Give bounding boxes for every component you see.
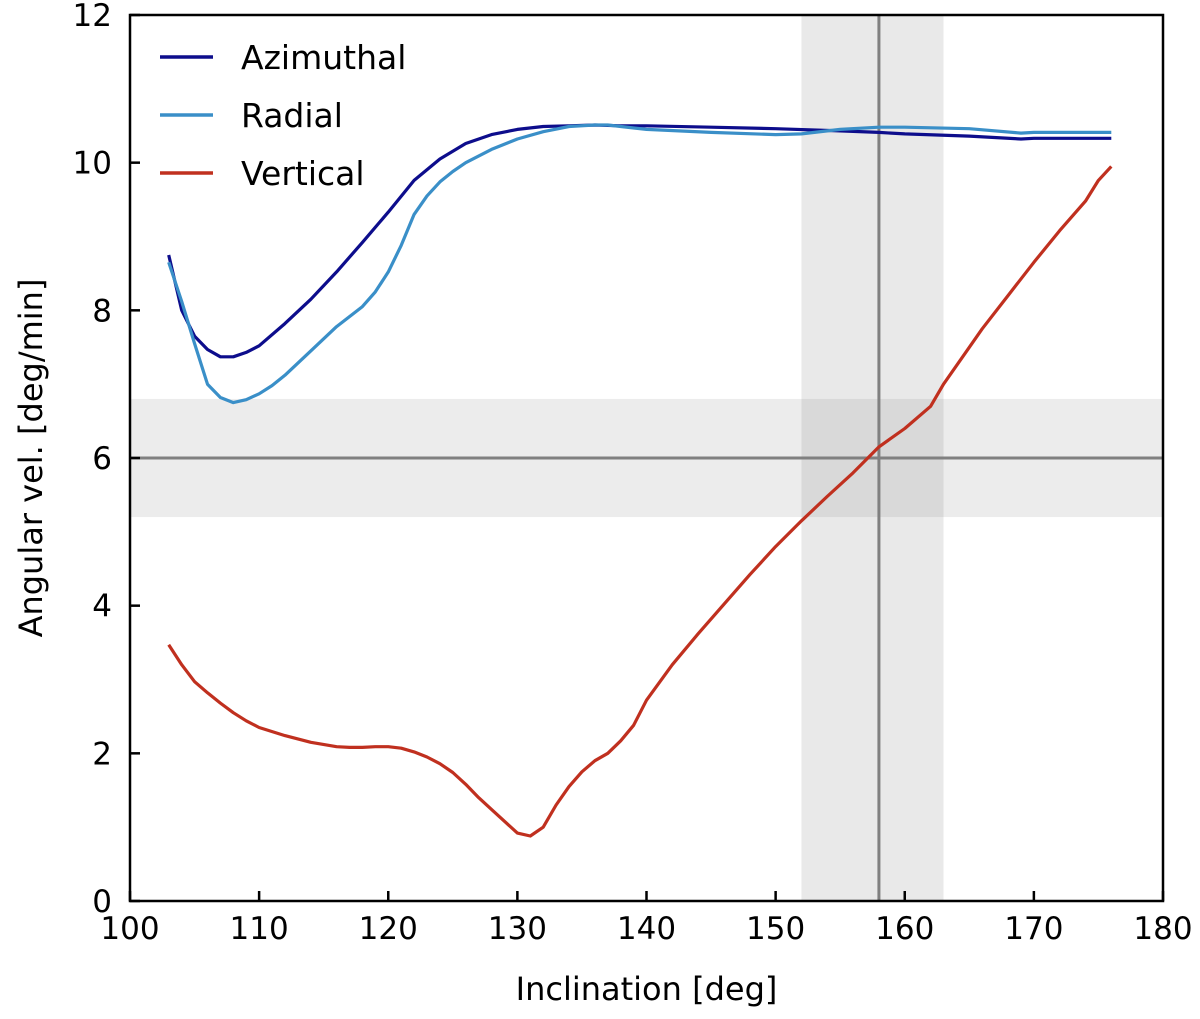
- y-tick-label: 0: [92, 884, 112, 920]
- x-tick-label: 130: [488, 911, 547, 947]
- legend-label-radial: Radial: [241, 96, 343, 135]
- y-axis-label: Angular vel. [deg/min]: [12, 279, 50, 638]
- legend: Azimuthal Radial Vertical: [160, 38, 406, 193]
- x-tick-label: 170: [1004, 911, 1063, 947]
- reference-lines: [130, 15, 1163, 901]
- series-line-radial: [167, 123, 1112, 405]
- series-line-vertical: [167, 165, 1113, 838]
- x-tick-label: 160: [875, 911, 934, 947]
- x-axis-label: Inclination [deg]: [516, 970, 778, 1008]
- y-tick-label: 12: [73, 0, 112, 34]
- x-tick-label: 120: [359, 911, 418, 947]
- y-tick-label: 2: [92, 736, 112, 772]
- axis-ticks: 100 110 120 130 140 150 160 170 180 0 2 4 6 8 10 12: [73, 0, 1193, 947]
- y-tick-label: 4: [92, 589, 112, 625]
- y-tick-label: 10: [73, 146, 112, 182]
- x-tick-label: 150: [746, 911, 805, 947]
- x-tick-label: 140: [617, 911, 676, 947]
- series-lines: [167, 123, 1113, 838]
- x-tick-label: 180: [1133, 911, 1192, 947]
- x-tick-label: 110: [230, 911, 289, 947]
- x-tick-label: 100: [100, 911, 159, 947]
- y-tick-label: 8: [92, 293, 112, 329]
- legend-label-vertical: Vertical: [241, 154, 365, 193]
- series-line-azimuthal: [167, 123, 1112, 359]
- y-tick-label: 6: [92, 441, 112, 477]
- legend-label-azimuthal: Azimuthal: [241, 38, 406, 77]
